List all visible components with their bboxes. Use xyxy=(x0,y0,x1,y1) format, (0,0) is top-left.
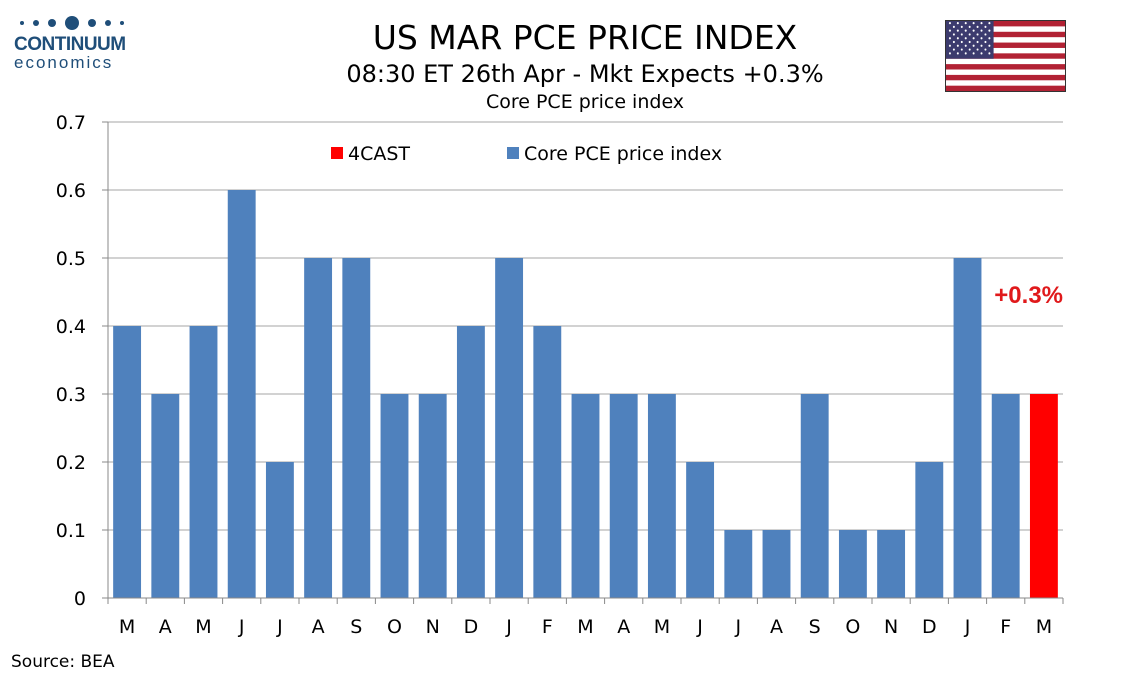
logo-name: CONTINUUM xyxy=(14,34,126,55)
bar-core-pce xyxy=(762,530,791,598)
x-tick-label: A xyxy=(770,616,783,638)
bar-core-pce xyxy=(342,258,371,598)
bar-4cast xyxy=(1029,394,1058,598)
bars xyxy=(113,190,1058,598)
x-tick-label: M xyxy=(119,616,135,638)
x-tick-label: M xyxy=(1036,616,1052,638)
bar-core-pce xyxy=(189,326,218,598)
legend-label-core-pce: Core PCE price index xyxy=(524,143,722,165)
x-tick-label: A xyxy=(159,616,172,638)
y-tick-label: 0.5 xyxy=(56,248,86,270)
x-tick-label: J xyxy=(696,616,703,638)
bar-core-pce xyxy=(380,394,409,598)
logo-dots-icon xyxy=(14,14,134,32)
x-tick-label: N xyxy=(884,616,898,638)
company-logo: CONTINUUM economics xyxy=(14,14,134,73)
y-tick-label: 0.3 xyxy=(56,384,86,406)
x-tick-label: A xyxy=(617,616,630,638)
y-tick-label: 0 xyxy=(74,588,86,610)
bar-core-pce xyxy=(151,394,180,598)
bar-core-pce xyxy=(113,326,142,598)
x-tick-label: S xyxy=(350,616,362,638)
x-tick-label: O xyxy=(845,616,860,638)
chart-title: US MAR PCE PRICE INDEX xyxy=(372,18,798,57)
bar-core-pce xyxy=(571,394,600,598)
x-tick-label: M xyxy=(195,616,211,638)
bar-core-pce xyxy=(647,394,676,598)
bar-core-pce xyxy=(456,326,485,598)
legend: 4CAST Core PCE price index xyxy=(331,143,722,165)
x-tick-label: F xyxy=(1000,616,1011,638)
bar-core-pce xyxy=(991,394,1020,598)
tick-labels: 0 0.1 0.2 0.3 0.4 0.5 0.6 0.7 M A M J J A S O N D J F M A M J J A… xyxy=(56,112,1052,638)
chart-header: US MAR PCE PRICE INDEX 08:30 ET 26th Apr… xyxy=(200,18,970,114)
bar-core-pce xyxy=(800,394,829,598)
bar-core-pce xyxy=(686,462,715,598)
bar-core-pce xyxy=(609,394,638,598)
forecast-annotation: +0.3% xyxy=(994,282,1063,309)
x-tick-label: J xyxy=(964,616,971,638)
logo-subtitle: economics xyxy=(14,53,114,72)
bar-core-pce xyxy=(877,530,906,598)
axes xyxy=(102,121,1064,604)
bar-core-pce xyxy=(838,530,867,598)
bar-core-pce xyxy=(953,258,982,598)
x-tick-label: J xyxy=(238,616,245,638)
legend-label-4cast: 4CAST xyxy=(348,143,410,165)
x-tick-label: N xyxy=(426,616,440,638)
x-tick-label: M xyxy=(577,616,593,638)
bar-core-pce xyxy=(495,258,524,598)
bar-core-pce xyxy=(265,462,294,598)
x-tick-label: O xyxy=(387,616,402,638)
legend-swatch-core-pce xyxy=(507,147,519,159)
x-tick-label: J xyxy=(734,616,741,638)
y-tick-label: 0.6 xyxy=(56,180,86,202)
x-tick-label: S xyxy=(809,616,821,638)
us-flag-icon xyxy=(945,20,1066,92)
chart-inner-title: Core PCE price index xyxy=(485,91,685,113)
bar-core-pce xyxy=(418,394,447,598)
x-tick-label: D xyxy=(464,616,479,638)
bar-core-pce xyxy=(227,190,256,598)
y-tick-label: 0.2 xyxy=(56,452,86,474)
y-tick-label: 0.7 xyxy=(56,112,86,134)
legend-swatch-4cast xyxy=(331,147,343,159)
x-tick-label: F xyxy=(542,616,553,638)
x-tick-label: J xyxy=(505,616,512,638)
x-tick-label: J xyxy=(276,616,283,638)
y-tick-label: 0.4 xyxy=(56,316,86,338)
x-tick-label: A xyxy=(312,616,325,638)
bar-core-pce xyxy=(724,530,753,598)
chart-subtitle: 08:30 ET 26th Apr - Mkt Expects +0.3% xyxy=(346,60,824,88)
bar-core-pce xyxy=(304,258,333,598)
source-note: Source: BEA xyxy=(11,652,115,672)
x-tick-label: D xyxy=(922,616,937,638)
y-tick-label: 0.1 xyxy=(56,520,86,542)
x-tick-label: M xyxy=(654,616,670,638)
bar-core-pce xyxy=(533,326,562,598)
bar-core-pce xyxy=(915,462,944,598)
